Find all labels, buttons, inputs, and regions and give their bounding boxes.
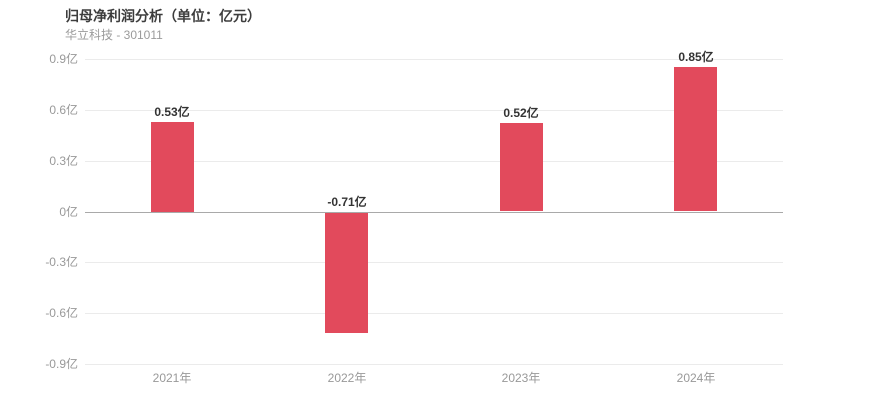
gridline (85, 364, 783, 365)
x-axis-zero-line (85, 212, 783, 213)
bar-value-label: 0.85亿 (678, 50, 714, 64)
bar-2022年 (325, 213, 368, 333)
y-axis-tick-label: -0.3亿 (45, 255, 78, 269)
x-axis-tick-label: 2024年 (676, 371, 716, 385)
bar-value-label: -0.71亿 (327, 195, 367, 209)
bar-2021年 (151, 122, 194, 212)
gridline (85, 262, 783, 263)
chart-subtitle: 华立科技 - 301011 (65, 28, 163, 42)
y-axis-tick-label: 0.6亿 (49, 103, 78, 117)
x-axis-tick-label: 2023年 (501, 371, 541, 385)
chart-title: 归母净利润分析（单位：亿元） (65, 8, 261, 24)
x-axis-tick-label: 2022年 (327, 371, 367, 385)
y-axis-tick-label: 0.3亿 (49, 154, 78, 168)
y-axis-tick-label: 0亿 (59, 205, 78, 219)
x-axis-tick-label: 2021年 (152, 371, 192, 385)
y-axis-tick-label: -0.9亿 (45, 357, 78, 371)
bar-2023年 (500, 123, 543, 211)
gridline (85, 59, 783, 60)
gridline (85, 110, 783, 111)
bar-value-label: 0.52亿 (503, 106, 539, 120)
y-axis-tick-label: 0.9亿 (49, 52, 78, 66)
gridline (85, 313, 783, 314)
bar-value-label: 0.53亿 (154, 105, 190, 119)
gridline (85, 161, 783, 162)
y-axis-tick-label: -0.6亿 (45, 306, 78, 320)
bar-2024年 (674, 67, 717, 211)
